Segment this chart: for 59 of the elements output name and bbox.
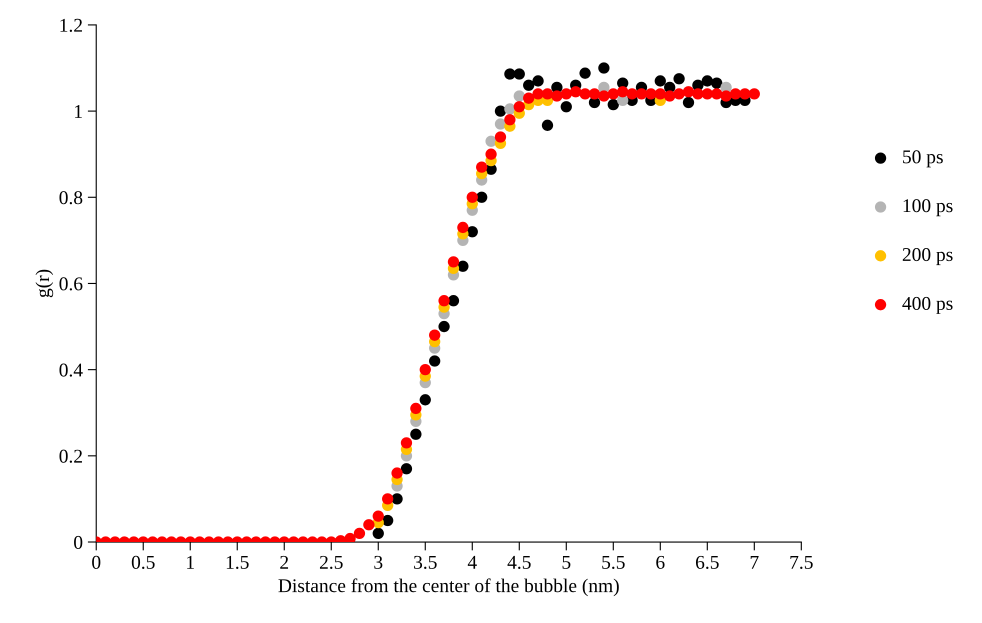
point: [457, 260, 469, 272]
point: [673, 73, 685, 84]
point: [429, 355, 440, 367]
point: [542, 120, 554, 131]
x-tick-label: 2: [280, 556, 288, 569]
x-tick-label: 1.5: [226, 556, 249, 569]
point: [438, 320, 450, 332]
x-tick-label: 5: [562, 556, 570, 569]
x-tick-label: 0: [92, 556, 100, 569]
point: [476, 192, 488, 203]
point: [494, 105, 506, 117]
point: [410, 428, 422, 440]
point: [504, 68, 516, 80]
y-tick-label: 0: [74, 536, 82, 549]
point: [382, 514, 394, 526]
point: [711, 77, 722, 89]
y-tick-label: 0.6: [59, 277, 82, 290]
y-tick-label: 1.2: [60, 18, 82, 32]
point: [682, 96, 694, 108]
y-tick-label: 1: [75, 105, 82, 118]
y-tick-label: 0.8: [59, 191, 82, 204]
legend-label: 200 ps: [902, 248, 953, 266]
point: [400, 463, 412, 474]
x-tick-label: 6.5: [696, 556, 719, 569]
point: [560, 101, 572, 112]
point: [532, 75, 544, 87]
point: [608, 98, 619, 110]
point: [494, 118, 506, 130]
point: [702, 75, 713, 87]
point: [514, 68, 525, 80]
point: [523, 80, 534, 91]
point: [420, 394, 431, 406]
x-tick-label: 3: [374, 556, 382, 569]
legend-label: 50 ps: [903, 150, 943, 168]
x-tick-label: 2.5: [320, 556, 343, 569]
x-tick-label: 7: [750, 556, 759, 569]
y-tick-label: 0.4: [59, 363, 83, 377]
x-tick-label: 1: [187, 556, 194, 569]
y-axis-title: g(r): [35, 270, 54, 298]
x-tick-label: 7.5: [790, 556, 813, 569]
x-tick-label: 4.5: [508, 556, 531, 569]
x-tick-label: 3.5: [414, 556, 437, 569]
point: [448, 295, 460, 306]
point: [654, 75, 666, 87]
x-tick-label: 5.5: [602, 556, 625, 569]
x-axis-title: Distance from the center of the bubble (nm): [278, 578, 619, 596]
point: [466, 226, 478, 238]
point: [391, 493, 403, 505]
x-tick-label: 0.5: [132, 556, 155, 569]
point: [598, 62, 610, 74]
point: [485, 136, 497, 147]
y-tick-label: 0.2: [59, 450, 82, 463]
x-tick-label: 6: [656, 556, 665, 569]
legend-label: 400 ps: [902, 296, 953, 314]
legend-label: 100 ps: [904, 199, 953, 216]
x-tick-label: 4: [468, 556, 477, 569]
point: [372, 528, 384, 540]
point: [579, 68, 591, 79]
point: [514, 90, 525, 102]
